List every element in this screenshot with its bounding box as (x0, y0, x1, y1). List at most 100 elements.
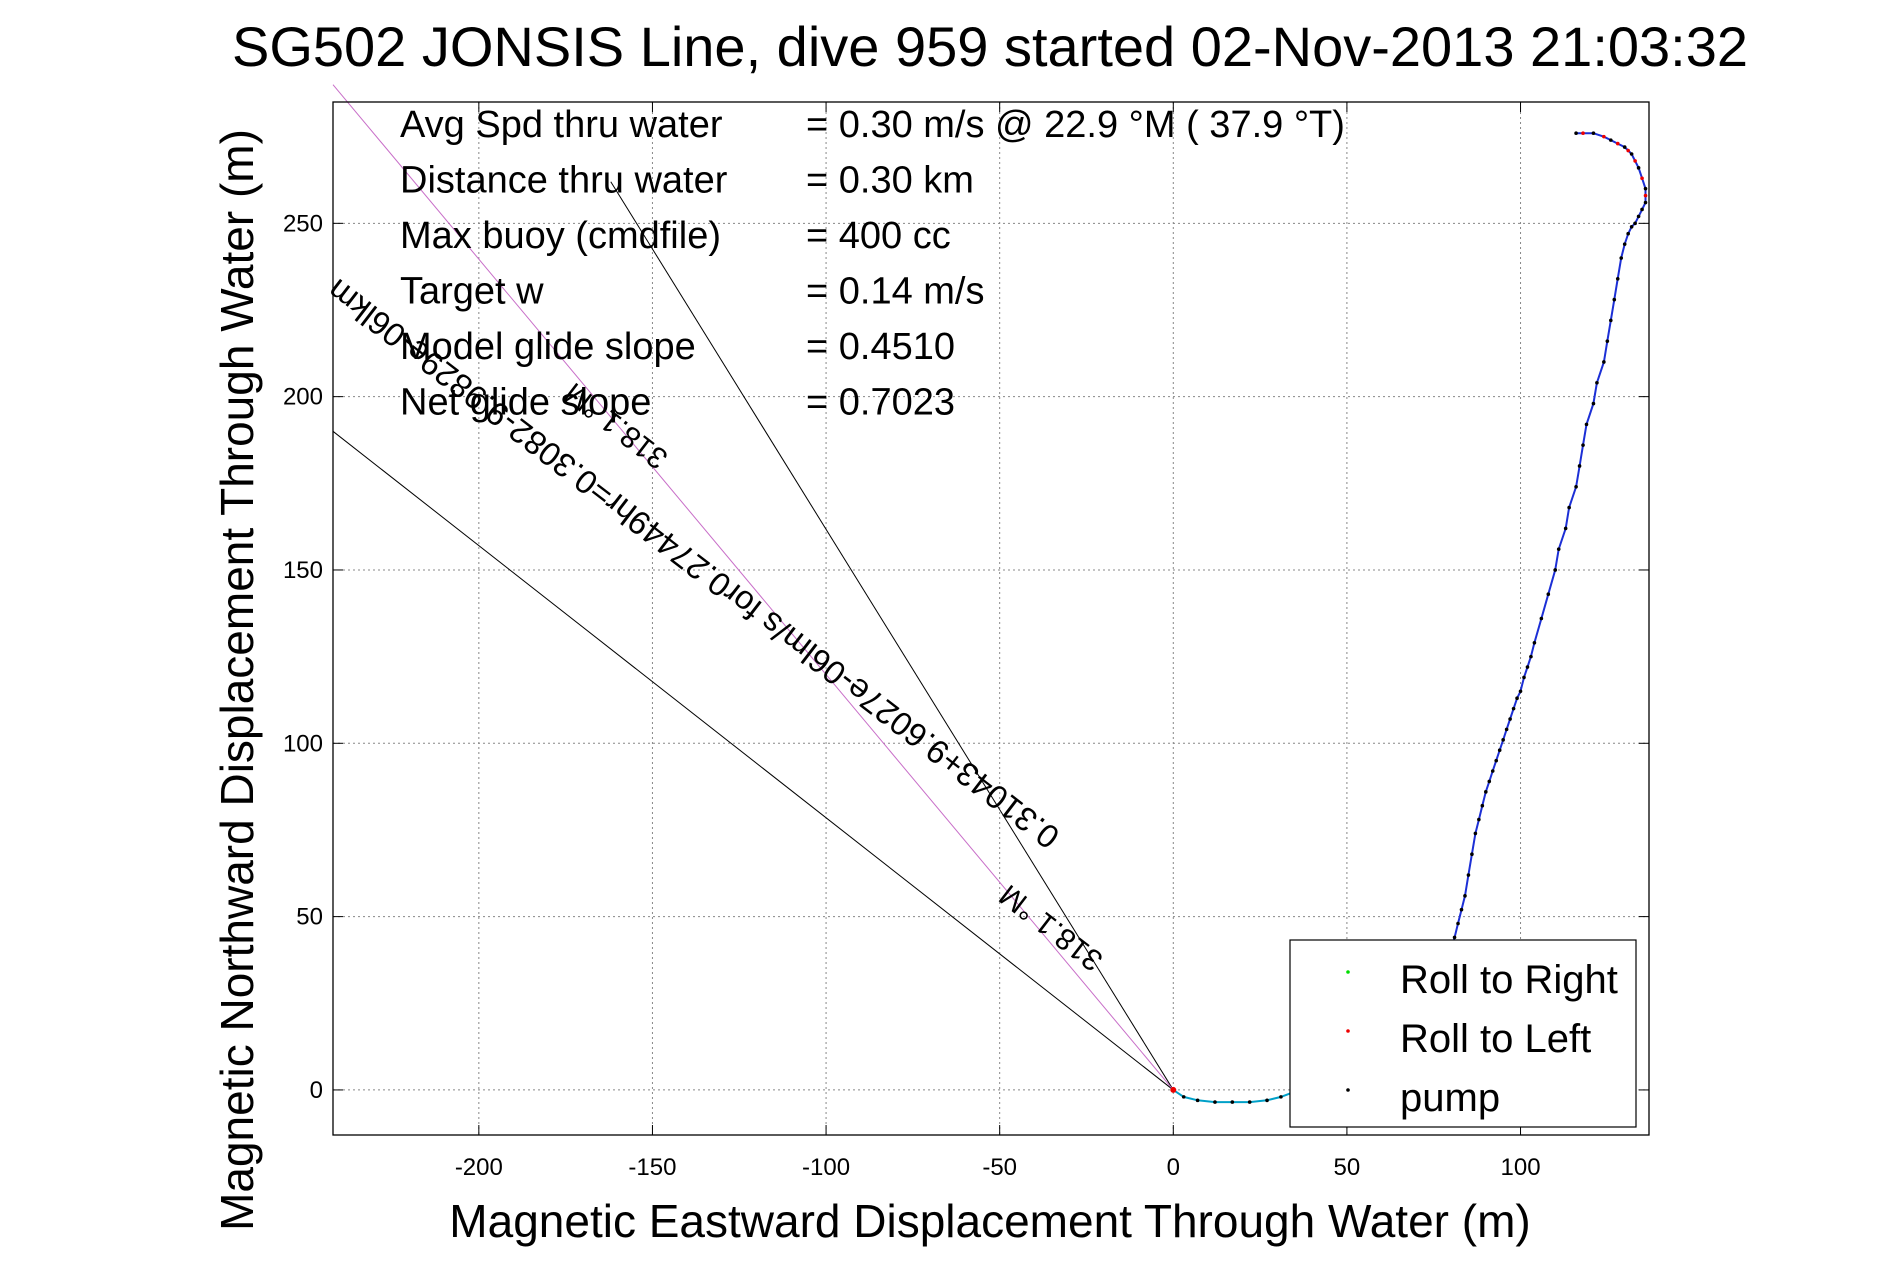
track-point (1633, 221, 1637, 226)
track-point (1525, 665, 1530, 669)
track-point (1181, 1095, 1186, 1099)
track-point (1501, 738, 1505, 742)
heading-line (332, 84, 1174, 1091)
y-tick-label: 100 (283, 730, 323, 757)
track-point (1556, 547, 1561, 551)
heading-bound-line (332, 430, 1174, 1091)
track-point (1577, 464, 1582, 468)
track-point (1612, 297, 1617, 302)
info-value: = 400 cc (806, 215, 951, 257)
track-point (1581, 443, 1585, 447)
track-point (1484, 790, 1488, 794)
track-point (1602, 360, 1606, 364)
track-point (1629, 224, 1634, 229)
track-point (1591, 401, 1596, 406)
track-point (1615, 276, 1620, 281)
track-point (1605, 339, 1610, 343)
info-value: = 0.7023 (806, 382, 955, 424)
legend-label-roll-left: Roll to Left (1400, 1017, 1591, 1061)
track-point (1567, 505, 1571, 510)
track-point (1615, 141, 1620, 146)
reference-lines (332, 84, 1174, 1091)
track-point (1504, 727, 1509, 732)
y-tick-label: 0 (310, 1077, 323, 1104)
track-point (1595, 380, 1599, 385)
track-point (1470, 852, 1474, 857)
y-axis-label: Magnetic Northward Displacement Through … (211, 129, 263, 1231)
x-axis-label: Magnetic Eastward Displacement Through W… (449, 1195, 1530, 1247)
track-point (1515, 696, 1519, 701)
track-point (1518, 689, 1523, 694)
plot-frame (332, 101, 1650, 1136)
legend-label-roll-right: Roll to Right (1400, 958, 1618, 1002)
track-point (1640, 176, 1644, 181)
y-tick-label: 250 (283, 210, 323, 237)
x-axis-ticks: -200 -150 -100 -50 0 50 100 (455, 102, 1541, 1181)
chart-title: SG502 JONSIS Line, dive 959 started 02-N… (232, 15, 1748, 78)
y-tick-label: 150 (283, 557, 323, 584)
track-point (1591, 131, 1596, 135)
track-point (1626, 231, 1630, 236)
track-point (1563, 526, 1568, 531)
track-point (1574, 131, 1578, 135)
track-point (1643, 193, 1648, 198)
heading-bound-line (610, 181, 1174, 1091)
info-label: Distance thru water (400, 160, 728, 202)
track-point (1574, 484, 1578, 489)
track-point (1265, 1098, 1269, 1103)
y-tick-label: 200 (283, 384, 323, 411)
track-point (1636, 166, 1641, 170)
track-point (1494, 758, 1499, 763)
x-tick-label: 0 (1167, 1154, 1180, 1181)
legend: Roll to Right Roll to Left pump (1289, 939, 1637, 1128)
track-point (1584, 422, 1589, 427)
y-axis-ticks: 0 50 100 150 200 250 (283, 210, 1649, 1104)
track-point (1452, 935, 1457, 940)
track-point (1487, 779, 1492, 784)
track-point (1497, 748, 1502, 753)
track-point (1629, 152, 1634, 156)
track-point (1529, 654, 1533, 659)
info-value: = 0.30 m/s @ 22.9 °M ( 37.9 °T) (806, 104, 1345, 146)
track-point (1213, 1100, 1217, 1104)
track-point (1609, 318, 1613, 323)
legend-label-pump: pump (1400, 1076, 1500, 1120)
info-value: = 0.30 km (806, 160, 974, 202)
track-point (1640, 207, 1644, 212)
info-label: Target w (400, 271, 544, 313)
legend-marker-pump (1346, 1088, 1350, 1092)
info-label: Net glide slope (400, 382, 651, 424)
x-tick-label: 50 (1334, 1154, 1361, 1181)
dive-start-marker (1170, 1086, 1177, 1093)
track-point (1539, 616, 1544, 621)
track-point (1456, 921, 1460, 926)
track-point (1619, 256, 1624, 260)
track-point (1459, 907, 1464, 912)
x-tick-label: 100 (1501, 1154, 1541, 1181)
dive-statistics: Avg Spd thru water = 0.30 m/s @ 22.9 °M (… (400, 104, 1345, 424)
track-point (1602, 134, 1606, 139)
track-point (1626, 148, 1630, 153)
track-point (1279, 1095, 1283, 1099)
track-point (1195, 1098, 1200, 1103)
legend-marker-roll-right (1346, 970, 1350, 974)
info-value: = 0.14 m/s (806, 271, 984, 313)
track-point (1463, 894, 1467, 898)
track-point (1473, 831, 1478, 836)
track-point (1480, 803, 1485, 808)
track-point (1636, 214, 1641, 219)
track-point (1581, 131, 1585, 135)
info-label: Max buoy (cmdfile) (400, 215, 721, 257)
track-point (1553, 568, 1558, 572)
track-point (1622, 145, 1627, 149)
track-point (1546, 592, 1551, 597)
track-point (1490, 769, 1495, 773)
info-label: Avg Spd thru water (400, 104, 723, 146)
info-value: = 0.4510 (806, 326, 955, 368)
track-point (1643, 200, 1648, 205)
y-tick-label: 50 (296, 904, 323, 931)
track-point (1230, 1100, 1235, 1104)
x-tick-label: -50 (982, 1154, 1017, 1181)
track-point (1466, 873, 1471, 877)
